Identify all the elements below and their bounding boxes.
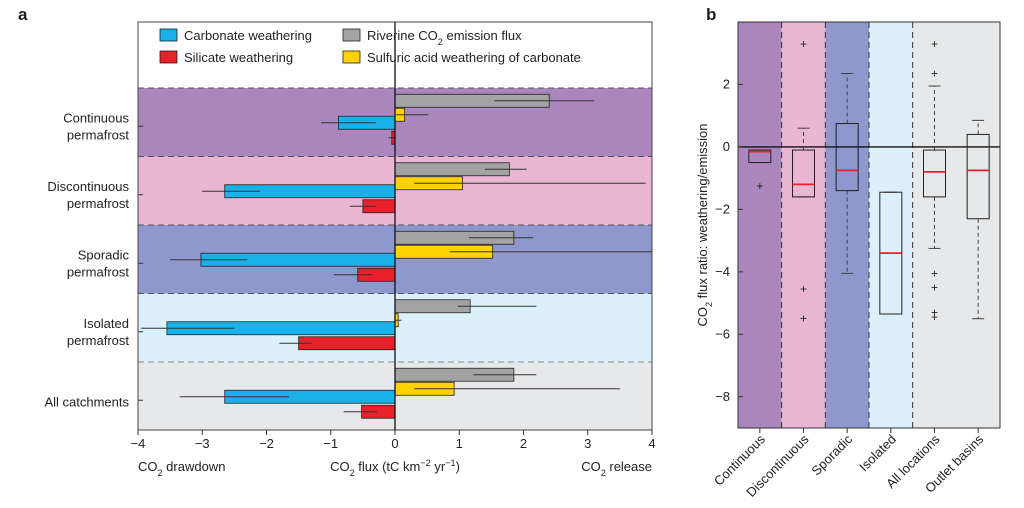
category-label: Isolated permafrost xyxy=(67,316,130,348)
x-tick-label: −1 xyxy=(323,436,338,451)
x-tick-label: 0 xyxy=(391,436,398,451)
x-tick-label: −3 xyxy=(195,436,210,451)
y-tick-label: −2 xyxy=(715,201,730,216)
legend-swatch-sulfuric xyxy=(342,50,361,64)
box xyxy=(966,133,990,220)
y-tick-label: −6 xyxy=(715,326,730,341)
legend-swatch-riverine xyxy=(342,28,361,42)
box xyxy=(792,149,815,198)
category-label: All catchments xyxy=(44,394,129,409)
x-tick-label: 3 xyxy=(584,436,591,451)
x-tick-label: 2 xyxy=(520,436,527,451)
outlier-marker: + xyxy=(931,67,938,81)
y-tick-label: −8 xyxy=(715,389,730,404)
x-tick-label: −2 xyxy=(259,436,274,451)
panel-b: b ++++++++++ 20−2−4−6−8ContinuousDiscont… xyxy=(695,5,1001,500)
category-label: Sporadic permafrost xyxy=(67,247,130,279)
category-label: Continuous permafrost xyxy=(63,110,129,142)
outlier-marker: + xyxy=(756,179,763,193)
outlier-marker: + xyxy=(931,266,938,280)
plot-frame xyxy=(737,21,1001,429)
legend-swatch-carbonate xyxy=(159,28,178,42)
zone-column xyxy=(869,22,913,428)
outlier-marker: + xyxy=(931,305,938,319)
box xyxy=(835,123,859,192)
category-label: Discontinuous permafrost xyxy=(47,179,129,211)
box xyxy=(923,149,946,198)
outlier-marker: + xyxy=(800,37,807,51)
release-note: CO2 release xyxy=(581,459,652,478)
panel-a: a −4 −3 −2 −1 0 1 2 3 4 Continuous permafrost Disco… xyxy=(18,5,656,478)
category-label: Isolated xyxy=(856,432,899,475)
category-label: Sporadic xyxy=(808,431,855,478)
zone-column xyxy=(825,22,869,428)
outlier-marker: + xyxy=(931,280,938,294)
x-tick-label: 1 xyxy=(456,436,463,451)
panel-a-label: a xyxy=(18,5,28,24)
y-tick-label: 0 xyxy=(723,139,730,154)
bar-silicate xyxy=(298,336,396,351)
outlier-marker: + xyxy=(931,37,938,51)
zone-column xyxy=(956,22,1000,428)
outlier-marker: + xyxy=(800,312,807,326)
zone-column xyxy=(738,22,782,428)
legend-label-sulfuric: Sulfuric acid weathering of carbonate xyxy=(367,50,581,65)
legend-label-silicate: Silicate weathering xyxy=(184,50,293,65)
outlier-marker: + xyxy=(931,310,938,324)
panel-b-label: b xyxy=(706,5,716,24)
x-axis-label: CO2 flux (tC km−2 yr−1) xyxy=(330,458,460,478)
drawdown-note: CO2 drawdown xyxy=(138,459,225,478)
y-tick-label: 2 xyxy=(723,76,730,91)
y-tick-label: −4 xyxy=(715,264,730,279)
zone-column xyxy=(781,22,826,428)
legend-swatch-silicate xyxy=(159,50,178,64)
legend-label-carbonate: Carbonate weathering xyxy=(184,28,312,43)
x-tick-label: 4 xyxy=(648,436,655,451)
y-axis-label: CO2 flux ratio: weathering/emission xyxy=(695,123,714,326)
legend-label-riverine: Riverine CO2 emission flux xyxy=(367,28,522,47)
box xyxy=(748,149,772,164)
outlier-marker: + xyxy=(800,282,807,296)
x-tick-label: −4 xyxy=(131,436,146,451)
